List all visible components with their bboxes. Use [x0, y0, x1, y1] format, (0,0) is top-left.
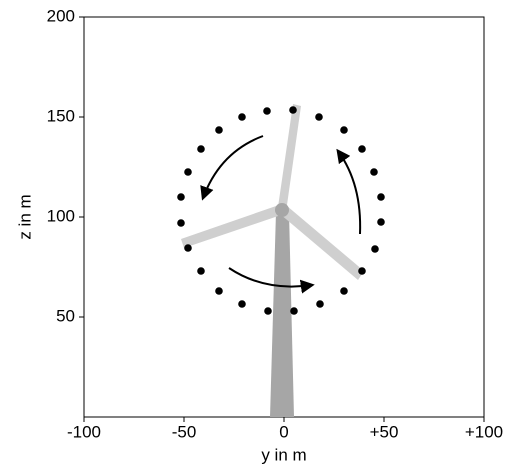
turbine	[181, 104, 364, 417]
measurement-point	[177, 219, 185, 227]
measurement-point	[315, 113, 323, 121]
measurement-point	[289, 106, 297, 114]
y-tick-label: 150	[47, 106, 75, 125]
measurement-point	[371, 245, 379, 253]
measurement-point	[215, 126, 223, 134]
tower	[270, 212, 294, 417]
measurement-point	[263, 107, 271, 115]
measurement-point	[184, 168, 192, 176]
measurement-point	[264, 307, 272, 315]
x-tick-label: +100	[465, 422, 503, 441]
y-axis-label: z in m	[15, 194, 34, 239]
measurement-point	[370, 168, 378, 176]
measurement-point	[197, 267, 205, 275]
measurement-point	[177, 193, 185, 201]
measurement-point	[290, 307, 298, 315]
measurement-point	[184, 244, 192, 252]
x-axis-label: y in m	[261, 445, 306, 464]
arrow	[200, 135, 264, 201]
x-tick-label: -100	[67, 422, 101, 441]
measurement-point	[377, 218, 385, 226]
measurement-point	[340, 287, 348, 295]
measurement-point	[377, 193, 385, 201]
blade	[181, 205, 284, 248]
hub	[275, 203, 289, 217]
measurement-point	[358, 145, 366, 153]
measurement-point	[238, 300, 246, 308]
x-tick-label: 0	[279, 422, 288, 441]
y-tick-label: 200	[47, 6, 75, 25]
measurement-point	[238, 113, 246, 121]
arrow	[228, 267, 315, 294]
y-tick-label: 100	[47, 206, 75, 225]
arrow	[336, 148, 362, 235]
x-tick-label: -50	[172, 422, 197, 441]
measurement-point	[197, 145, 205, 153]
measurement-point	[316, 300, 324, 308]
x-tick-label: +50	[370, 422, 399, 441]
rotation-arrows	[200, 135, 362, 294]
measurement-point	[340, 126, 348, 134]
blade	[278, 104, 301, 212]
blade	[280, 206, 364, 280]
y-tick-label: 50	[56, 306, 75, 325]
measurement-point	[215, 287, 223, 295]
measurement-point	[358, 267, 366, 275]
